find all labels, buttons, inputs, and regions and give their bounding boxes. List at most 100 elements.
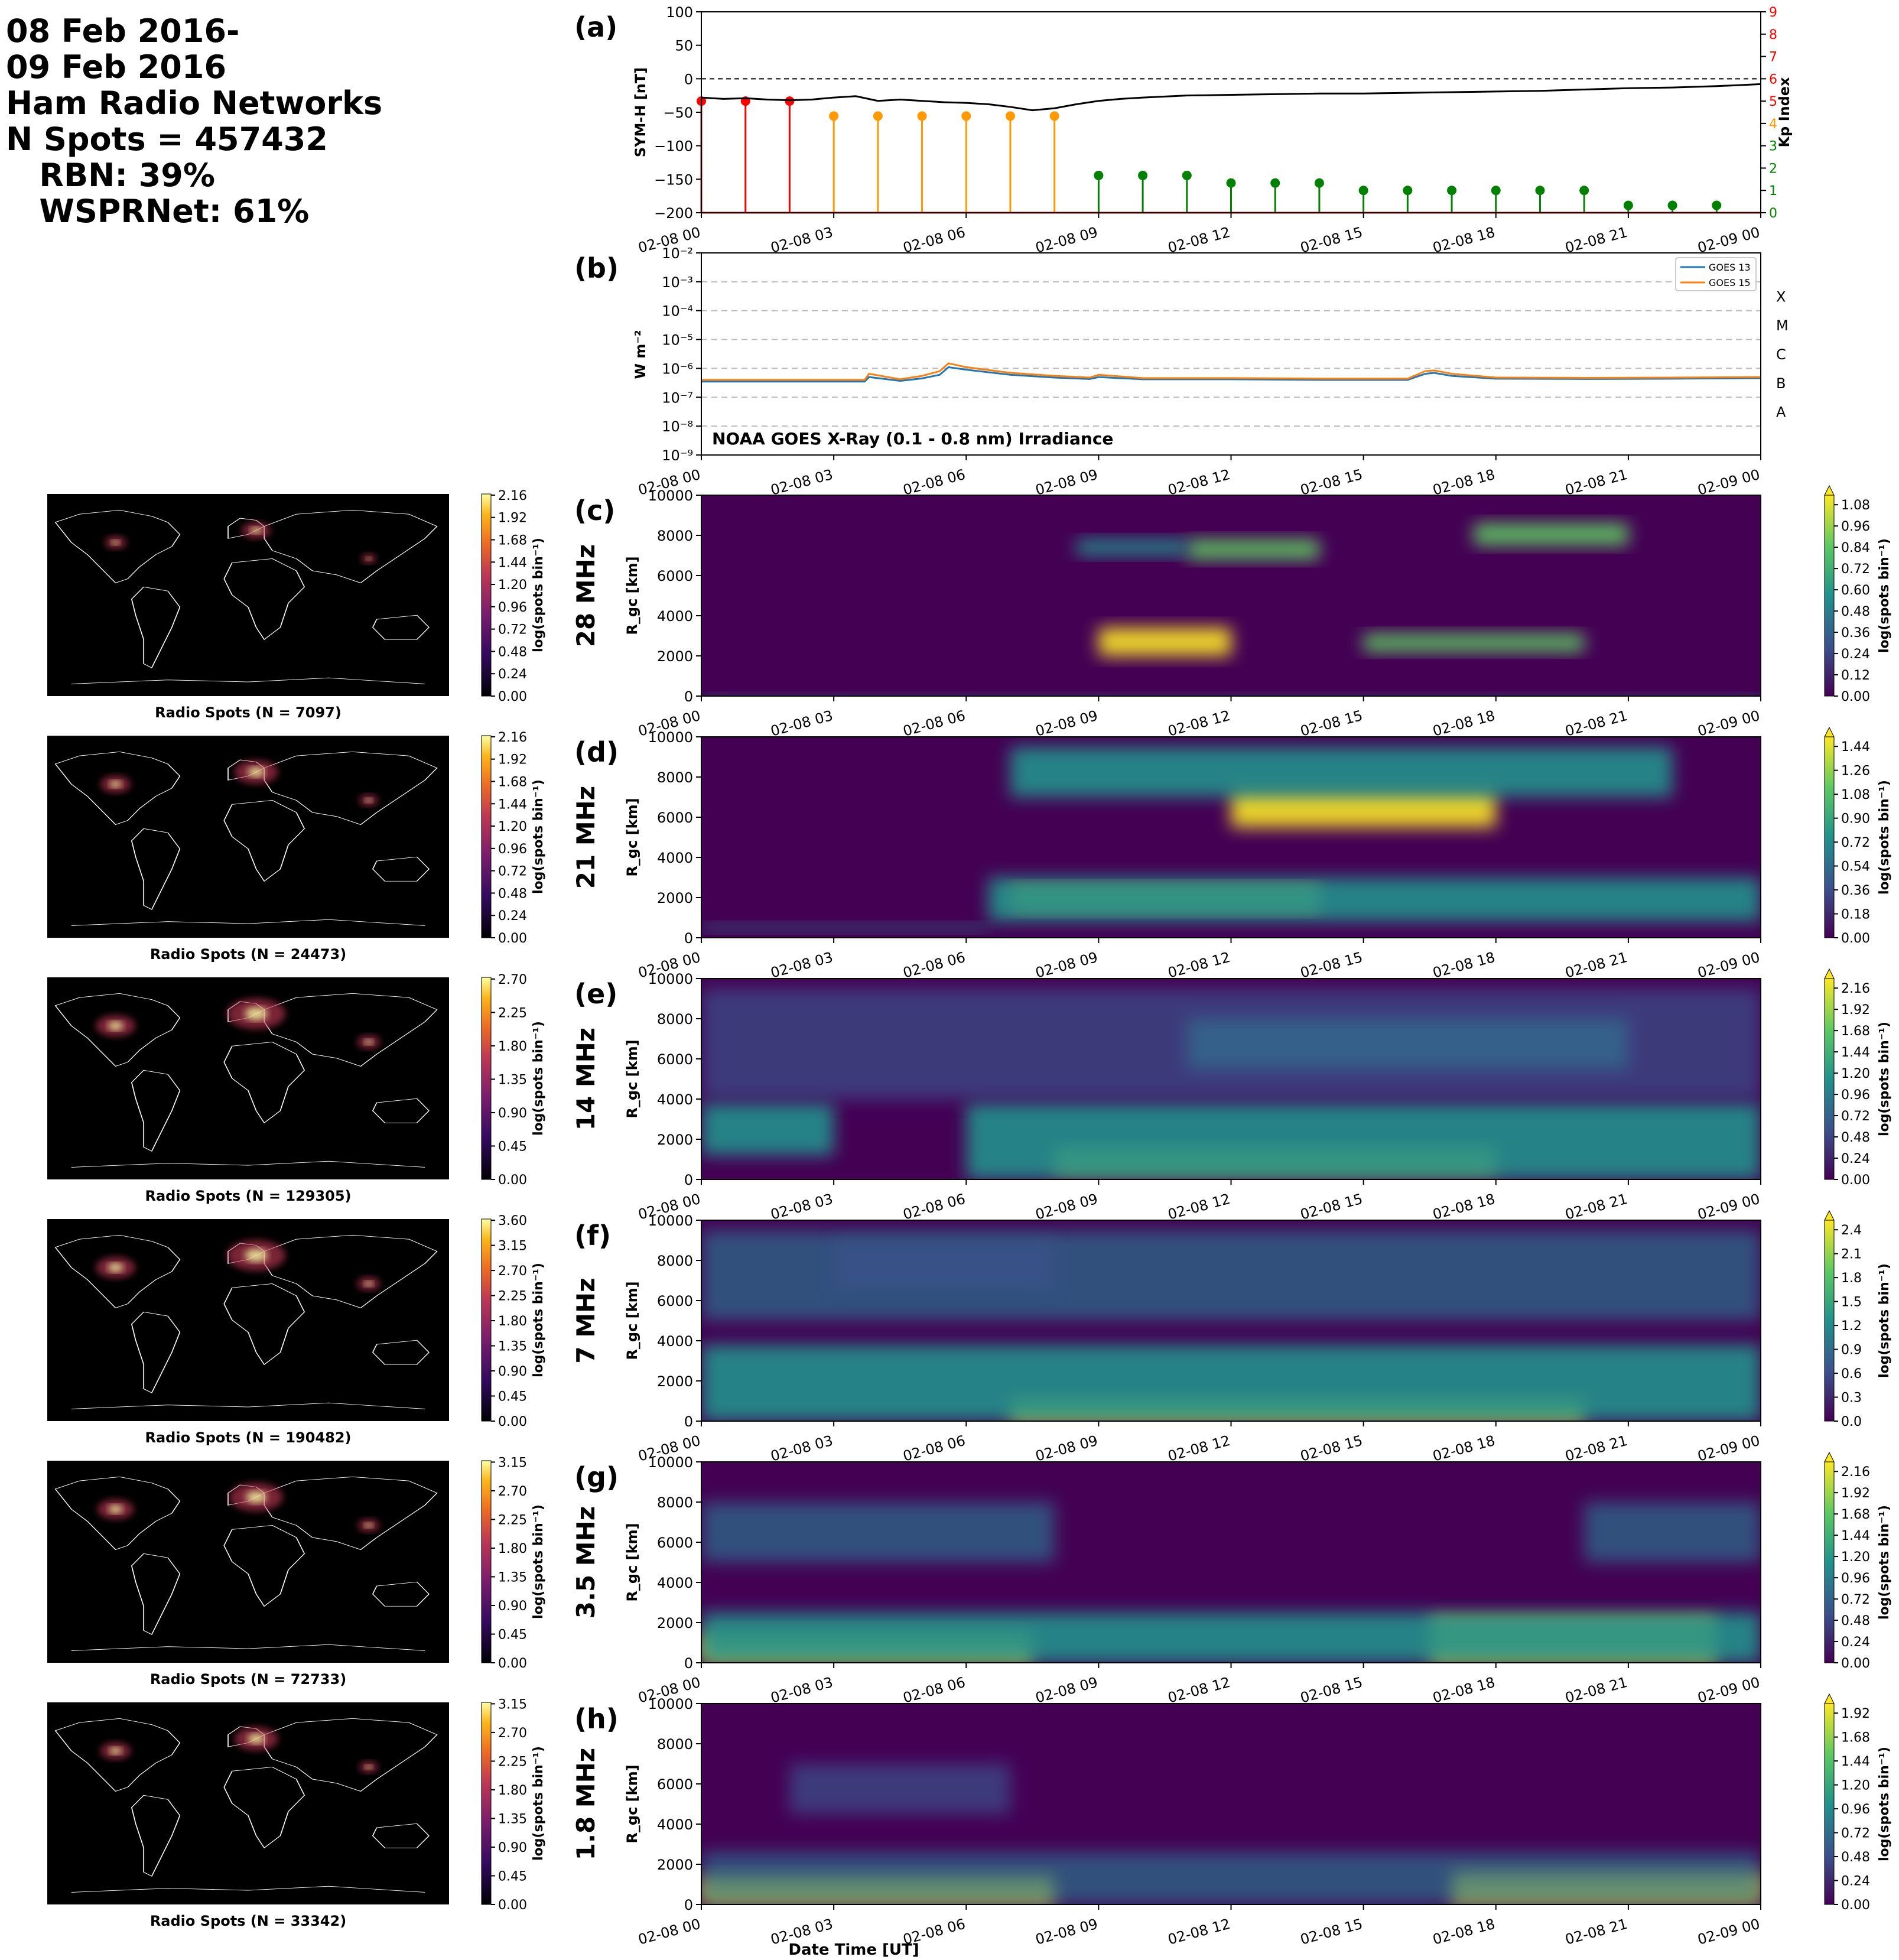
x-tick-label: 02-08 03 [769, 1432, 834, 1465]
band-label: 7 MHz [571, 1278, 600, 1363]
y-tick-label: 8000 [657, 1011, 693, 1028]
kp-marker [873, 111, 883, 121]
map-caption: Radio Spots (N = 33342) [150, 1913, 346, 1929]
colorbar-tick-label: 0.96 [498, 600, 527, 615]
colorbar-tick-label: 0.0 [1841, 1415, 1862, 1429]
figure-header: 08 Feb 2016- 09 Feb 2016 Ham Radio Netwo… [6, 13, 382, 229]
y-tick-label: 10⁻⁵ [662, 332, 693, 349]
colorbar-tick-label: 2.16 [498, 730, 527, 745]
colorbar-tick-label: 1.44 [498, 797, 527, 812]
colorbar-extend-arrow [1824, 1210, 1835, 1221]
y-tick-label: −100 [654, 138, 693, 155]
colorbar-tick-label: 0.96 [1841, 1571, 1870, 1586]
kp-marker [1535, 186, 1545, 196]
colorbar-tick-label: 2.1 [1841, 1247, 1862, 1262]
kp-marker [1049, 111, 1059, 121]
panel-label: (d) [574, 736, 619, 768]
heatmap-colorbar [1824, 495, 1835, 697]
y-right-tick-label: 0 [1769, 206, 1777, 221]
colorbar-tick-label: 0.96 [498, 842, 527, 857]
y-tick-label: 8000 [657, 1253, 693, 1269]
heatmap-blob [1098, 628, 1231, 656]
colorbar-tick-label: 1.20 [1841, 1550, 1870, 1565]
colorbar-tick-label: 0.45 [498, 1139, 527, 1154]
colorbar-tick-label: 1.68 [1841, 1507, 1870, 1522]
x-tick-label: 02-08 21 [1563, 1674, 1629, 1707]
coastline [71, 919, 425, 926]
colorbar-tick-label: 0.72 [1841, 1109, 1870, 1124]
colorbar-tick-label: 0.18 [1841, 908, 1870, 922]
y-tick-label: −50 [663, 105, 693, 121]
y-tick-label: 8000 [657, 769, 693, 786]
coastline [372, 615, 430, 640]
spot-density-peak [108, 1263, 123, 1272]
colorbar-tick-label: 1.26 [1841, 764, 1870, 779]
colorbar-tick-label: 0.24 [498, 667, 527, 682]
heatmap-blob [701, 1502, 1055, 1562]
heatmap-cells [701, 747, 1761, 932]
y-tick-label: 0 [684, 1172, 693, 1188]
x-tick-label: 02-08 21 [1563, 707, 1629, 740]
heatmap-blob [1474, 523, 1628, 545]
heatmap-blob [834, 1240, 1055, 1291]
colorbar-tick-label: 1.92 [1841, 1707, 1870, 1721]
colorbar-tick-label: 0.84 [1841, 541, 1870, 555]
goes-series-line [701, 366, 1761, 383]
heatmap-colorbar [1824, 978, 1835, 1180]
y-tick-label: 10⁻³ [662, 274, 693, 291]
colorbar-tick-label: 2.4 [1841, 1223, 1862, 1238]
colorbar-tick-label: 0.24 [1841, 1152, 1870, 1166]
kp-marker [1226, 178, 1236, 188]
y-axis-label: W m⁻² [632, 330, 649, 379]
spot-map: Radio Spots (N = 190482) 0.00 0.45 0.90 1.35… [47, 1214, 546, 1446]
spot-density-peak [364, 1523, 373, 1528]
colorbar-tick-label: 3.15 [498, 1697, 527, 1712]
kp-marker [829, 111, 839, 121]
x-tick-label: 02-08 18 [1431, 949, 1497, 981]
coastlines [54, 509, 438, 684]
band-label: 14 MHz [571, 1028, 600, 1130]
kp-marker [1182, 170, 1192, 180]
colorbar-tick-label: 0.00 [498, 1415, 527, 1429]
y-axis-label: R_gc [km] [624, 556, 640, 635]
colorbar-tick-label: 2.25 [498, 1754, 527, 1769]
flare-class-label: M [1776, 317, 1789, 334]
kp-marker [1094, 170, 1104, 180]
y-tick-label: 8000 [657, 1736, 693, 1753]
panel-label: (b) [574, 252, 619, 284]
coastline [264, 509, 438, 584]
map-colorbar [481, 1460, 492, 1663]
heatmap-blob [988, 877, 1761, 922]
colorbar-tick-label: 0.72 [1841, 1826, 1870, 1841]
y-tick-label: 6000 [657, 568, 693, 584]
colorbar-tick-label: 0.3 [1841, 1391, 1862, 1406]
heatmap-blob [966, 1103, 1761, 1179]
x-tick-label: 02-08 06 [901, 224, 967, 256]
y-right-tick-label: 3 [1769, 139, 1777, 154]
colorbar-tick-label: 1.8 [1841, 1271, 1862, 1286]
y-tick-label: 6000 [657, 1293, 693, 1309]
spot-density-peak [245, 1249, 268, 1262]
colorbar-label: log(spots bin⁻¹) [531, 1021, 546, 1136]
colorbar-label: log(spots bin⁻¹) [1877, 1263, 1892, 1378]
colorbar-tick-label: 3.15 [498, 1239, 527, 1254]
y-tick-label: 6000 [657, 1776, 693, 1793]
x-tick-label: 02-08 15 [1299, 1916, 1364, 1948]
heatmap-colorbar [1824, 1461, 1835, 1663]
colorbar-label: log(spots bin⁻¹) [531, 1504, 546, 1619]
colorbar-tick-label: 0.00 [498, 690, 527, 704]
kp-marker [1712, 200, 1722, 210]
x-tick-label: 02-09 00 [1696, 707, 1761, 740]
x-tick-label: 02-08 15 [1299, 1674, 1364, 1707]
colorbar-tick-label: 1.35 [498, 1570, 527, 1585]
colorbar-tick-label: 1.92 [1841, 1003, 1870, 1018]
kp-marker [1314, 178, 1324, 188]
map-caption: Radio Spots (N = 190482) [145, 1429, 351, 1446]
y-tick-label: 100 [666, 4, 693, 21]
x-tick-label: 02-08 03 [769, 224, 834, 256]
y-tick-label: 10000 [648, 971, 693, 987]
heatmap-blob [701, 1613, 1761, 1663]
y-tick-label: 4000 [657, 850, 693, 866]
coastline [372, 1581, 430, 1607]
